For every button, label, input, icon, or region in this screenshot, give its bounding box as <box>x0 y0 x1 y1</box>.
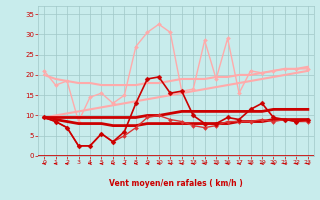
X-axis label: Vent moyen/en rafales ( km/h ): Vent moyen/en rafales ( km/h ) <box>109 179 243 188</box>
